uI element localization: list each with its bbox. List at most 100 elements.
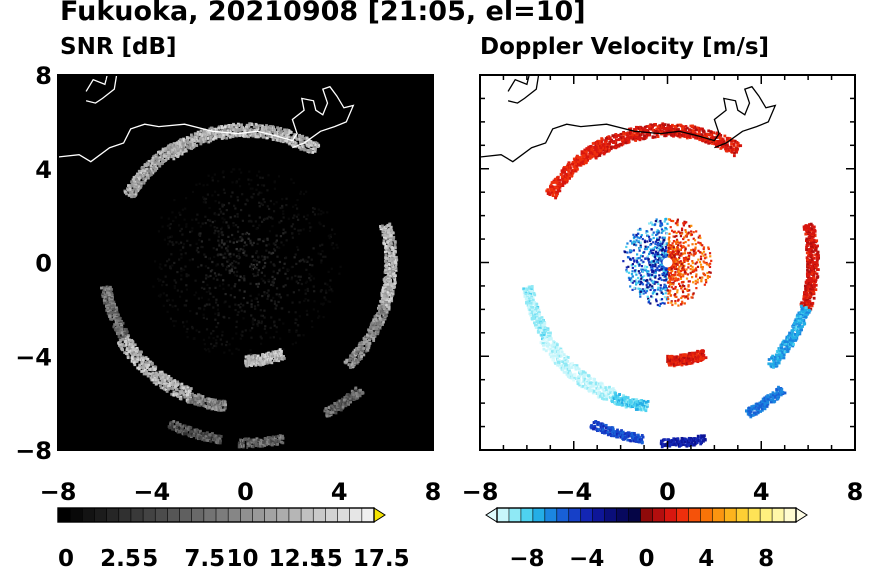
snr-pixel xyxy=(271,280,274,284)
snr-pixel xyxy=(203,197,206,200)
snr-echo-pixel xyxy=(216,401,219,405)
doppler-pixel xyxy=(678,284,682,288)
doppler-pixel xyxy=(671,275,674,278)
snr-echo-pixel xyxy=(236,124,240,128)
doppler-pixel xyxy=(646,279,649,282)
snr-pixel xyxy=(296,245,299,249)
doppler-pixel xyxy=(694,252,697,255)
snr-echo-pixel xyxy=(361,349,365,353)
doppler-pixel xyxy=(674,260,677,264)
snr-echo-pixel xyxy=(389,225,393,229)
snr-pixel xyxy=(273,264,276,267)
snr-echo-pixel xyxy=(141,181,145,184)
snr-echo-pixel xyxy=(104,288,108,292)
doppler-pixel xyxy=(653,282,656,285)
snr-pixel xyxy=(266,291,269,295)
snr-pixel xyxy=(184,265,187,268)
snr-echo-pixel xyxy=(151,378,155,382)
doppler-pixel xyxy=(672,283,675,286)
snr-echo-pixel xyxy=(122,336,126,340)
doppler-pixel xyxy=(682,252,685,255)
snr-pixel xyxy=(259,342,263,345)
snr-echo-pixel xyxy=(136,177,140,181)
snr-echo-pixel xyxy=(389,279,392,282)
snr-echo-pixel xyxy=(248,362,252,365)
snr-echo-pixel xyxy=(198,430,202,434)
snr-pixel xyxy=(270,283,273,286)
doppler-pixel xyxy=(682,259,686,262)
snr-echo-pixel xyxy=(142,358,145,362)
snr-echo-pixel xyxy=(131,188,135,192)
snr-pixel xyxy=(257,255,260,258)
snr-echo-pixel xyxy=(164,373,168,377)
snr-echo-pixel xyxy=(246,364,249,368)
snr-pixel xyxy=(225,240,229,243)
doppler-pixel xyxy=(694,262,697,265)
snr-echo-pixel xyxy=(186,393,189,397)
snr-echo-pixel xyxy=(211,137,215,141)
doppler-pixel xyxy=(665,217,668,221)
snr-echo-pixel xyxy=(211,128,215,132)
snr-echo-pixel xyxy=(169,381,173,385)
snr-x-tick-label: −4 xyxy=(133,478,170,506)
snr-pixel xyxy=(241,330,244,333)
doppler-pixel xyxy=(638,256,641,260)
snr-echo-pixel xyxy=(305,138,309,142)
snr-pixel xyxy=(157,277,160,281)
snr-pixel xyxy=(208,287,211,290)
snr-pixel xyxy=(206,183,209,186)
snr-echo-pixel xyxy=(305,140,309,144)
snr-echo-pixel xyxy=(336,401,340,405)
doppler-pixel xyxy=(686,256,690,260)
snr-pixel xyxy=(200,286,204,290)
snr-echo-pixel xyxy=(110,288,113,291)
snr-echo-pixel xyxy=(137,169,141,173)
snr-pixel xyxy=(276,255,279,258)
snr-pixel xyxy=(169,303,172,307)
snr-pixel xyxy=(208,219,211,222)
snr-echo-pixel xyxy=(355,392,359,395)
snr-echo-pixel xyxy=(358,353,362,357)
snr-pixel xyxy=(223,218,226,221)
snr-pixel xyxy=(250,263,253,266)
snr-pixel xyxy=(254,297,257,301)
doppler-pixel xyxy=(669,277,672,280)
snr-echo-pixel xyxy=(385,299,389,303)
snr-pixel xyxy=(185,275,188,278)
snr-pixel xyxy=(227,259,230,262)
snr-echo-pixel xyxy=(240,126,244,130)
snr-pixel xyxy=(180,267,183,270)
doppler-pixel xyxy=(664,271,667,274)
snr-pixel xyxy=(177,242,181,245)
doppler-echo-pixel xyxy=(700,133,704,136)
snr-pixel xyxy=(280,241,283,244)
snr-echo-pixel xyxy=(260,134,264,138)
snr-echo-pixel xyxy=(135,360,139,363)
snr-echo-pixel xyxy=(211,436,214,440)
snr-pixel xyxy=(168,240,171,243)
doppler-pixel xyxy=(665,249,668,252)
snr-pixel xyxy=(305,268,308,271)
snr-pixel xyxy=(212,295,215,299)
doppler-pixel xyxy=(680,285,684,289)
snr-echo-pixel xyxy=(270,128,274,132)
snr-pixel xyxy=(295,329,298,332)
doppler-pixel xyxy=(680,252,683,255)
snr-echo-pixel xyxy=(127,184,130,187)
doppler-pixel xyxy=(691,243,694,246)
snr-pixel xyxy=(260,337,263,340)
snr-echo-pixel xyxy=(261,131,265,135)
snr-pixel xyxy=(173,324,176,327)
snr-pixel xyxy=(270,252,273,255)
doppler-pixel xyxy=(697,258,700,261)
snr-echo-pixel xyxy=(379,310,383,314)
snr-pixel xyxy=(291,265,294,268)
snr-echo-pixel xyxy=(309,140,313,143)
snr-pixel xyxy=(297,275,300,278)
snr-echo-pixel xyxy=(372,318,376,322)
snr-pixel xyxy=(224,256,227,259)
snr-echo-pixel xyxy=(216,438,219,442)
snr-echo-pixel xyxy=(132,184,136,188)
snr-pixel xyxy=(299,190,303,193)
snr-echo-pixel xyxy=(220,137,224,140)
